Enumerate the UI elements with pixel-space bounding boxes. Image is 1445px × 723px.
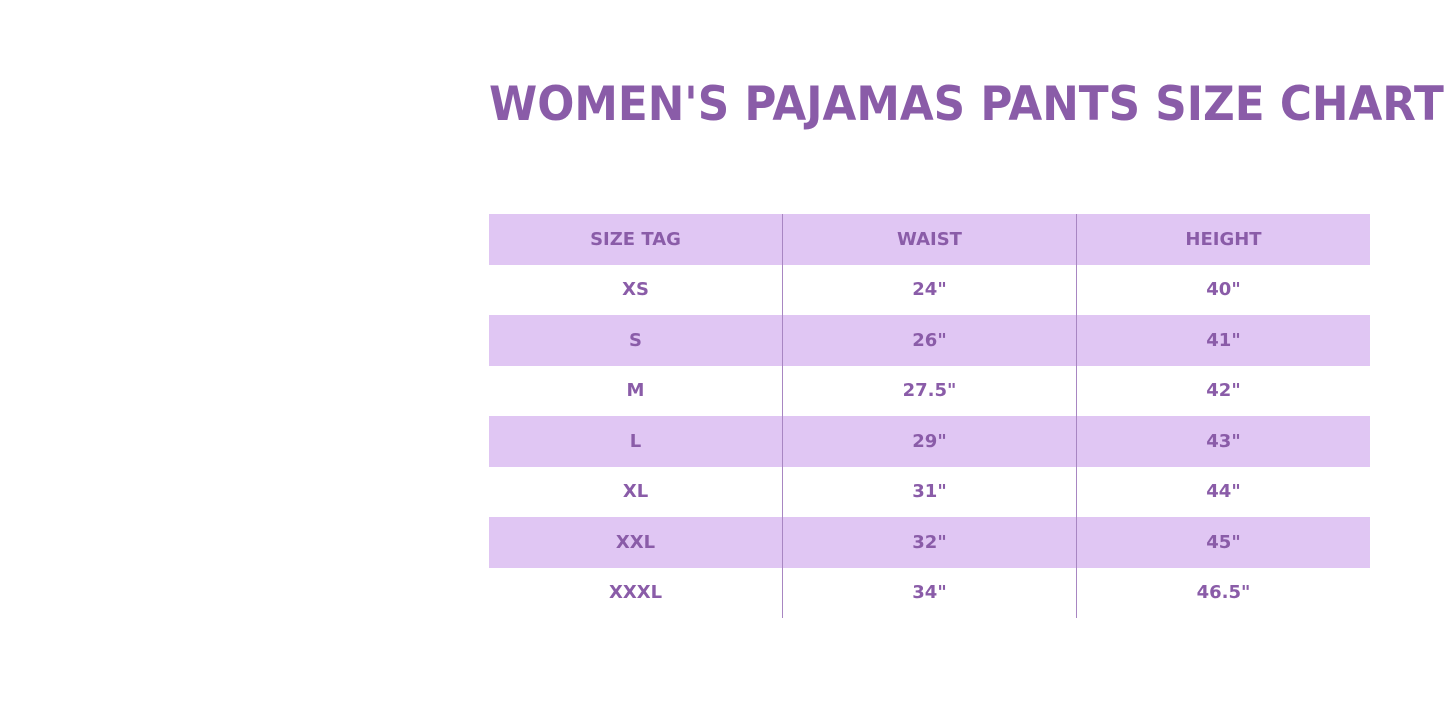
table-row: L 29" 43" [489, 416, 1370, 467]
size-cell: XS [622, 279, 649, 301]
waist-cell: 24" [782, 264, 1076, 315]
size-cell: L [629, 430, 642, 452]
waist-cell: 32" [782, 517, 1076, 568]
height-cell: 45" [1076, 517, 1370, 568]
size-cell: XL [622, 481, 649, 503]
table-row: XL 31" 44" [489, 466, 1370, 517]
height-cell: 42" [1076, 365, 1370, 416]
table-header-row: SIZE TAG WAIST HEIGHT [489, 214, 1370, 265]
table-row: XXL 32" 45" [489, 517, 1370, 568]
header-waist: WAIST [782, 214, 1076, 265]
height-cell: 43" [1076, 416, 1370, 467]
table-row: XXXL 34" 46.5" [489, 567, 1370, 618]
waist-cell: 31" [782, 466, 1076, 517]
height-cell: 41" [1076, 315, 1370, 366]
size-cell: M [626, 380, 645, 402]
header-size-tag: SIZE TAG [590, 228, 681, 250]
waist-cell: 34" [782, 567, 1076, 618]
header-height: HEIGHT [1076, 214, 1370, 265]
table-row: S 26" 41" [489, 315, 1370, 366]
size-cell: S [629, 329, 642, 351]
size-cell: XXXL [608, 582, 663, 604]
waist-cell: 29" [782, 416, 1076, 467]
size-cell: XXL [615, 531, 656, 553]
size-chart-table: SIZE TAG WAIST HEIGHT XS 24" 40" S 26" 41" M 27… [489, 214, 1370, 618]
height-cell: 46.5" [1076, 567, 1370, 618]
waist-cell: 27.5" [782, 365, 1076, 416]
table-row: M 27.5" 42" [489, 365, 1370, 416]
waist-cell: 26" [782, 315, 1076, 366]
page-title: WOMEN'S PAJAMAS PANTS SIZE CHART [489, 77, 1444, 132]
table-row: XS 24" 40" [489, 264, 1370, 315]
height-cell: 44" [1076, 466, 1370, 517]
height-cell: 40" [1076, 264, 1370, 315]
